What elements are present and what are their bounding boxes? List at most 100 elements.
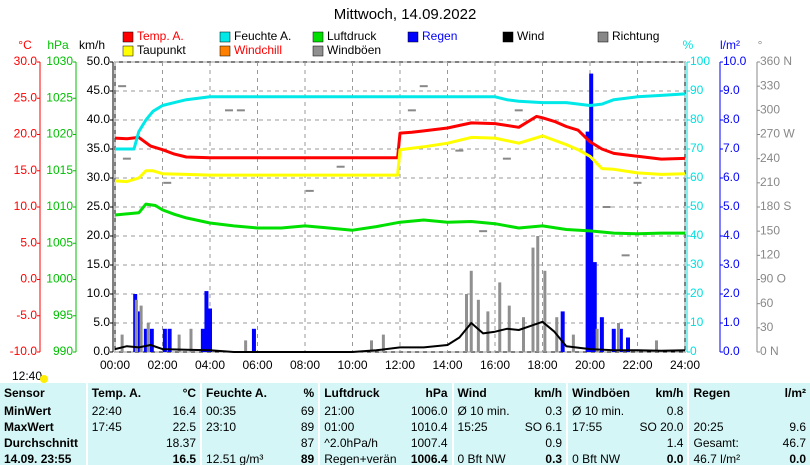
- x-tick-label: 16:00: [480, 358, 510, 372]
- y-tick-label: 1.0: [723, 315, 740, 329]
- table-cell: km/h: [655, 386, 684, 400]
- y-tick-label: 15.0: [14, 163, 38, 177]
- legend-label: Windböen: [327, 43, 381, 57]
- legend-swatch: [407, 31, 419, 43]
- table-cell: 9.6: [789, 420, 806, 434]
- table-cell: 0.3: [545, 452, 563, 465]
- table-cell: 17:45: [85, 419, 148, 435]
- axis-unit: %: [683, 38, 694, 52]
- bar: [543, 270, 547, 352]
- y-tick-label: 15.0: [87, 257, 111, 271]
- y-tick-label: 100: [690, 54, 710, 68]
- y-tick-label: 1015: [46, 163, 73, 177]
- x-tick-label: 10:00: [337, 358, 367, 372]
- direction-mark: [236, 109, 245, 112]
- y-tick-label: 20: [690, 286, 704, 300]
- direction-mark: [621, 254, 630, 257]
- table-cell: 01:00: [318, 419, 401, 435]
- legend-swatch: [312, 45, 324, 57]
- y-tick-label: 4.0: [723, 228, 740, 242]
- table-cell: SO 6.1: [524, 420, 563, 434]
- x-tick-label: 04:00: [195, 358, 225, 372]
- table-cell: [566, 435, 634, 451]
- table-cell: Windböen: [566, 383, 634, 403]
- y-tick-label: 1010: [46, 199, 73, 213]
- direction-mark: [225, 109, 233, 112]
- x-tick-label: 08:00: [290, 358, 320, 372]
- legend-swatch: [122, 31, 134, 43]
- table-cell: Ø 10 min.: [451, 403, 515, 419]
- table-cell: 46.7: [782, 436, 806, 450]
- table-cell: 89: [300, 420, 315, 434]
- y-tick-label: 0 N: [760, 344, 779, 358]
- bar: [244, 340, 248, 352]
- bar: [560, 311, 565, 352]
- table-cell: 1010.4: [410, 420, 448, 434]
- table-cell: [687, 403, 749, 419]
- axis-unit: °: [758, 38, 763, 52]
- series-line: [114, 320, 686, 353]
- bar: [162, 328, 167, 352]
- direction-mark: [502, 157, 511, 160]
- bar: [120, 334, 124, 352]
- table: Sensor Temp. A. °C Feuchte A.% Luftdruck hPa W…: [0, 383, 810, 465]
- table-cell: [200, 435, 271, 451]
- bar: [498, 282, 502, 352]
- y-tick-label: 90 O: [760, 272, 786, 286]
- table-cell: 14.09. 23:55: [4, 452, 72, 465]
- y-tick-label: 30: [690, 257, 704, 271]
- chart: Mittwoch, 14.09.2022 12:40 00:00 02:00 04:…: [10, 6, 795, 383]
- x-tick-label: 00:00: [100, 358, 130, 372]
- y-tick-label: 180 S: [760, 199, 791, 213]
- bar: [251, 328, 256, 352]
- y-tick-label: 150: [760, 223, 780, 237]
- table-cell: 17:55: [566, 419, 634, 435]
- table-cell: km/h: [534, 386, 563, 400]
- table-cell: 22:40: [85, 403, 148, 419]
- legend-swatch: [312, 31, 324, 43]
- y-tick-label: 5.0: [20, 235, 37, 249]
- bar: [469, 270, 473, 352]
- legend-label: Richtung: [612, 29, 659, 43]
- table-cell: Regen+verän: [318, 451, 401, 465]
- bar: [204, 291, 209, 352]
- y-tick-label: 35.0: [87, 141, 111, 155]
- table-cell: 21:00: [318, 403, 401, 419]
- y-tick-label: 120: [760, 248, 780, 262]
- axis-unit: l/m²: [720, 38, 740, 52]
- y-tick-label: 0.0: [20, 272, 37, 286]
- y-tick-label: 240: [760, 151, 780, 165]
- table-cell: 87: [300, 436, 315, 450]
- legend-label: Regen: [422, 29, 457, 43]
- bar: [585, 131, 590, 352]
- bars: [118, 73, 658, 352]
- table-cell: Regen: [687, 383, 749, 403]
- table-cell: 12.51 g/m³: [200, 451, 271, 465]
- bar: [611, 328, 616, 352]
- table-row: MinWert 22:40 16.4 00:35 69 21:00 1006.0 Ø 10 m…: [0, 403, 810, 419]
- y-tick-label: 10.0: [14, 199, 38, 213]
- bar: [177, 334, 181, 352]
- bar: [589, 73, 594, 352]
- table-cell: Luftdruck: [318, 383, 401, 403]
- table-cell: 18.37: [166, 436, 197, 450]
- table-cell: Ø 10 min.: [566, 403, 634, 419]
- table-cell: [85, 435, 148, 451]
- table-cell: hPa: [425, 386, 448, 400]
- y-tick-label: 330: [760, 78, 780, 92]
- bar: [134, 299, 138, 352]
- bar: [599, 317, 604, 352]
- y-tick-label: 1000: [46, 272, 73, 286]
- lines: [114, 92, 686, 353]
- table-cell: Feuchte A.: [200, 383, 271, 403]
- bar: [370, 340, 373, 352]
- y-tick-label: 0.0: [723, 344, 740, 358]
- table-row: Durchschnitt 18.37 87 ^2.0hPa/h 1007.4 0.9 1.4…: [0, 435, 810, 451]
- direction-mark: [305, 189, 314, 192]
- x-tick-label: 12:00: [385, 358, 415, 372]
- y-tick-label: 50.0: [87, 54, 111, 68]
- y-tick-label: 90: [690, 83, 704, 97]
- bar: [617, 323, 620, 352]
- table-cell: Sensor: [4, 386, 45, 400]
- bar: [531, 247, 535, 352]
